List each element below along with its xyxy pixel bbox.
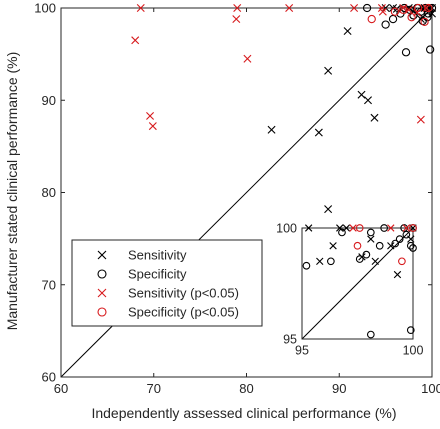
- specificity-point: [409, 11, 418, 20]
- specificity-point: [406, 241, 415, 250]
- specificity-point: [395, 235, 404, 243]
- specificity-p-0-05-point: [355, 224, 364, 232]
- inset-y-tick-label: 95: [283, 333, 297, 347]
- sensitivity-p-0-05-point: [148, 122, 157, 131]
- specificity-p-0-05-point: [390, 7, 400, 16]
- main-x-tick-label: 100: [421, 381, 440, 396]
- main-y-tick-label: 80: [42, 185, 56, 200]
- specificity-p-0-05-point: [407, 13, 416, 22]
- legend: Sensitivity Specificity Sensitivity (p<0.0…: [71, 239, 263, 327]
- sensitivity-p-0-05-point: [378, 7, 387, 16]
- specificity-p-0-05-point: [424, 3, 433, 13]
- specificity-point: [366, 330, 375, 339]
- sensitivity-p-0-05-point: [131, 36, 140, 45]
- legend-marker: [97, 250, 107, 260]
- legend-entry-label: Sensitivity (p<0.05): [128, 286, 239, 301]
- legend-box: [71, 239, 263, 327]
- main-y-tick-label: 100: [34, 1, 56, 16]
- inset-y-tick-label: 100: [276, 222, 297, 236]
- specificity-point: [380, 224, 388, 232]
- specificity-p-0-05-point: [367, 14, 376, 24]
- sensitivity-point: [324, 205, 333, 214]
- sensitivity-point: [357, 90, 366, 99]
- sensitivity-p-0-05-point: [146, 111, 155, 120]
- sensitivity-point: [343, 27, 352, 36]
- specificity-point: [405, 5, 414, 14]
- specificity-point: [391, 239, 400, 248]
- sensitivity-p-0-05-point: [416, 115, 425, 124]
- specificity-point: [425, 45, 435, 54]
- specificity-point: [381, 20, 390, 29]
- specificity-point: [402, 230, 411, 239]
- sensitivity-point: [393, 270, 402, 279]
- specificity-point: [423, 13, 432, 22]
- sensitivity-p-0-05-point: [422, 4, 431, 12]
- main-points: [131, 3, 437, 214]
- sensitivity-p-0-05-point: [232, 15, 241, 24]
- specificity-point: [366, 228, 375, 237]
- sensitivity-point: [316, 257, 324, 265]
- main-x-tick-label: 80: [239, 381, 253, 396]
- legend-entry-label: Specificity (p<0.05): [128, 305, 239, 320]
- legend-entry-label: Specificity: [128, 267, 187, 282]
- inset-plot: 95 100 95 100: [276, 222, 423, 358]
- specificity-point: [375, 241, 384, 250]
- main-x-tick-label: 90: [332, 381, 346, 396]
- legend-entry-label: Sensitivity: [128, 248, 187, 263]
- sensitivity-p-0-05-point: [243, 54, 252, 63]
- sensitivity-p-0-05-point: [136, 4, 145, 12]
- sensitivity-point: [381, 4, 390, 12]
- sensitivity-point: [336, 224, 344, 232]
- specificity-p-0-05-point: [413, 3, 423, 13]
- sensitivity-p-0-05-point: [285, 4, 294, 12]
- sensitivity-point: [314, 128, 323, 137]
- sensitivity-point: [370, 113, 379, 122]
- inset-x-tick-label: 100: [403, 344, 424, 358]
- specificity-point: [302, 261, 311, 270]
- specificity-p-0-05-point: [399, 5, 408, 14]
- sensitivity-point: [329, 242, 337, 250]
- legend-marker: [97, 269, 107, 279]
- specificity-p-0-05-point: [398, 257, 406, 266]
- y-axis-label: Manufacturer stated clinical performance…: [4, 52, 20, 331]
- sensitivity-point: [304, 224, 313, 232]
- main-y-tick-label: 90: [42, 93, 56, 108]
- specificity-p-0-05-point: [420, 17, 429, 26]
- specificity-p-0-05-point: [353, 241, 362, 250]
- specificity-point: [355, 255, 364, 263]
- main-y-tick-label: 70: [42, 277, 56, 292]
- sensitivity-p-0-05-point: [399, 4, 408, 12]
- specificity-point: [401, 48, 411, 57]
- sensitivity-p-0-05-point: [233, 4, 242, 12]
- inset-x-tick-label: 95: [295, 344, 309, 358]
- sensitivity-p-0-05-point: [349, 224, 357, 232]
- inset-points: [302, 224, 417, 339]
- specificity-point: [362, 3, 372, 13]
- sensitivity-p-0-05-point: [402, 224, 411, 232]
- specificity-point: [427, 3, 437, 13]
- sensitivity-point: [387, 242, 395, 250]
- legend-marker: [97, 288, 107, 298]
- sensitivity-point: [367, 235, 375, 243]
- specificity-point: [338, 228, 346, 237]
- specificity-point: [362, 250, 371, 259]
- legend-marker: [97, 307, 107, 317]
- sensitivity-point: [364, 96, 372, 105]
- main-y-tick-label: 60: [42, 370, 56, 385]
- main-x-tick-label: 70: [147, 381, 161, 396]
- sensitivity-point: [267, 125, 276, 134]
- specificity-point: [400, 224, 408, 232]
- specificity-point: [388, 14, 398, 24]
- sensitivity-point: [371, 257, 379, 265]
- sensitivity-p-0-05-point: [350, 4, 359, 12]
- sensitivity-point: [324, 66, 333, 75]
- x-axis-label: Independently assessed clinical performa…: [91, 405, 396, 421]
- specificity-p-0-05-point: [409, 224, 417, 232]
- specificity-point: [327, 257, 335, 266]
- sensitivity-p-0-05-point: [387, 224, 395, 232]
- specificity-point: [406, 326, 415, 334]
- specificity-point: [409, 244, 417, 252]
- main-x-tick-label: 60: [54, 381, 68, 396]
